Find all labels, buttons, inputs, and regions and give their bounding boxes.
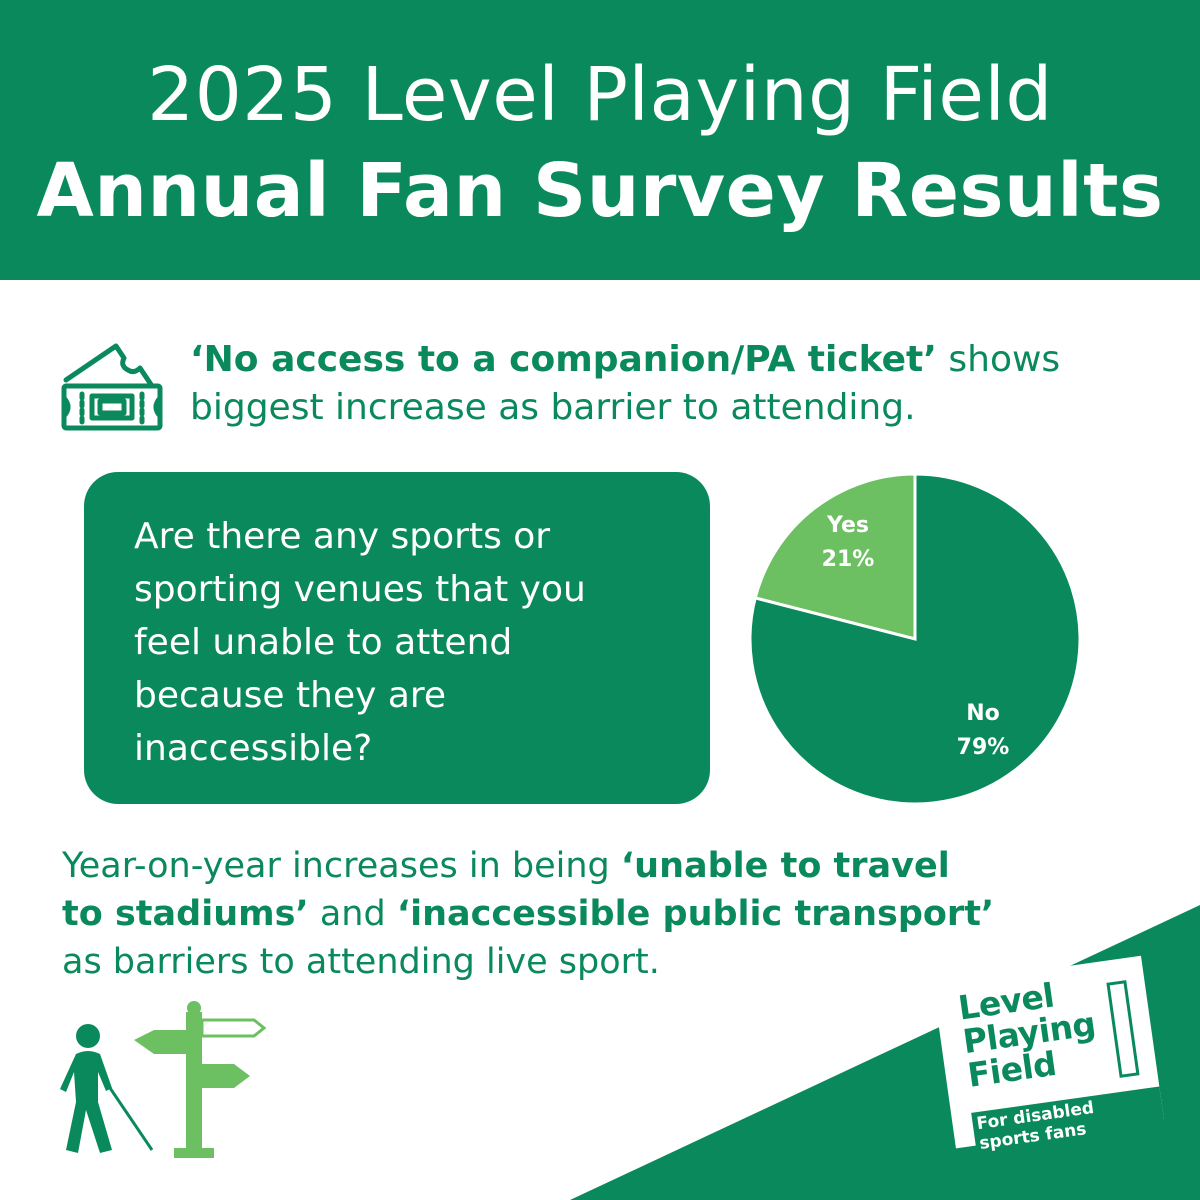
finding-companion-ticket: ‘No access to a companion/PA ticket’ sho… bbox=[190, 336, 1180, 432]
finding2-text-a: Year-on-year increases in being bbox=[62, 846, 621, 886]
pie-label-yes: Yes bbox=[826, 513, 869, 538]
finding2-bold-b: to stadiums’ bbox=[62, 894, 309, 934]
finding2-text-c: as barriers to attending live sport. bbox=[62, 942, 660, 982]
question-line: Are there any sports or bbox=[134, 516, 551, 557]
header-banner: 2025 Level Playing Field Annual Fan Surv… bbox=[0, 0, 1200, 280]
brand-logo: Level Playing Field For disabled sports … bbox=[933, 955, 1166, 1157]
finding-travel-barriers: Year-on-year increases in being ‘unable … bbox=[62, 842, 1162, 986]
question-text: Are there any sports or sporting venues … bbox=[134, 510, 694, 775]
question-line: sporting venues that you bbox=[134, 569, 586, 610]
pie-label-no: No bbox=[966, 701, 1000, 726]
page-title-line1: 2025 Level Playing Field bbox=[147, 52, 1053, 138]
ticket-icon bbox=[61, 343, 163, 431]
question-line: feel unable to attend bbox=[134, 622, 513, 663]
finding1-rest-a: shows bbox=[936, 339, 1061, 380]
pie-slice-yes bbox=[753, 472, 917, 641]
finding2-text-b: and bbox=[308, 894, 397, 934]
question-box: Are there any sports or sporting venues … bbox=[84, 472, 710, 804]
question-line: because they are bbox=[134, 675, 447, 716]
finding2-bold-c: ‘inaccessible public transport’ bbox=[396, 894, 995, 934]
finding2-bold-a: ‘unable to travel bbox=[620, 846, 950, 886]
person-with-cane-icon bbox=[60, 1024, 154, 1153]
logo-line3: Field bbox=[965, 1043, 1059, 1095]
finding1-bold: ‘No access to a companion/PA ticket’ bbox=[190, 339, 937, 380]
page-title-line2: Annual Fan Survey Results bbox=[36, 148, 1164, 234]
logo-field-mark bbox=[1106, 980, 1140, 1078]
finding1-rest-b: biggest increase as barrier to attending… bbox=[190, 387, 916, 428]
pie-chart: Yes 21% No 79% bbox=[748, 472, 1082, 806]
question-line: inaccessible? bbox=[134, 728, 373, 769]
pie-value-yes: 21% bbox=[822, 547, 875, 572]
pie-value-no: 79% bbox=[957, 735, 1010, 760]
pie-slice-no bbox=[748, 472, 1082, 806]
signpost-icon bbox=[134, 1001, 267, 1158]
